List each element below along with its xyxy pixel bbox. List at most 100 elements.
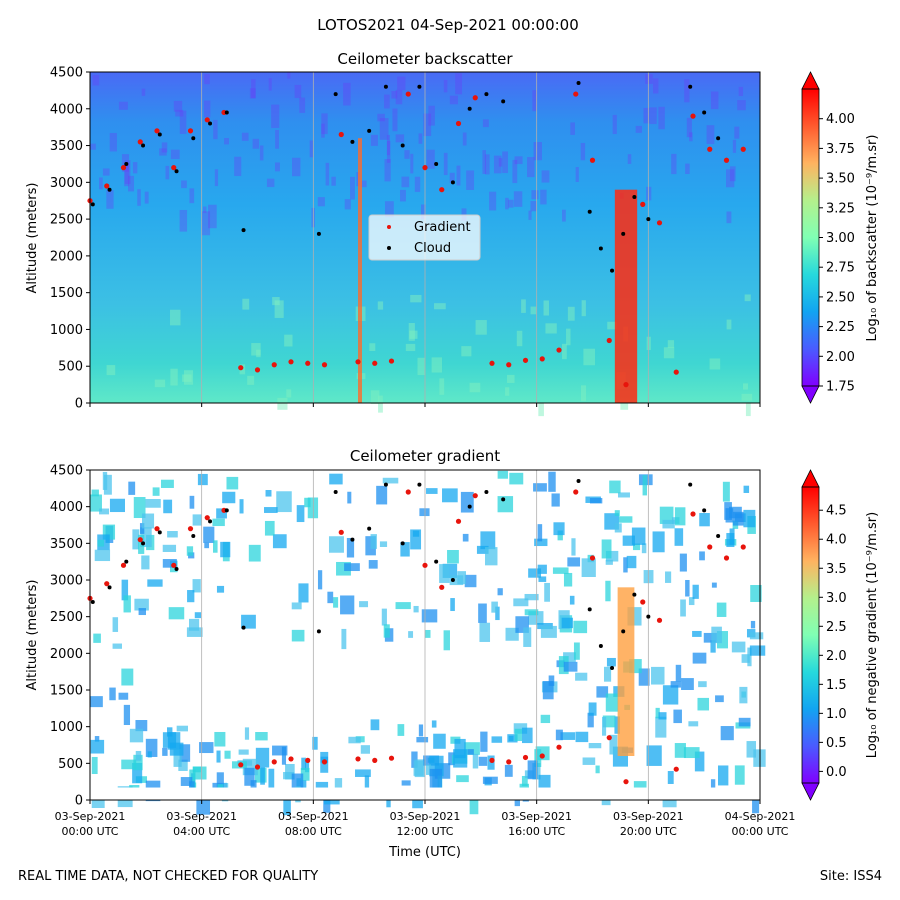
gradient-texture-cell <box>715 695 724 703</box>
gradient-texture-cell <box>548 675 555 686</box>
cloud-point <box>576 479 581 483</box>
backscatter-texture-cell <box>309 140 314 158</box>
gradient-texture-cell <box>317 570 323 590</box>
gradient-point <box>673 369 679 375</box>
gradient-point <box>690 511 696 517</box>
gradient-point <box>707 146 713 152</box>
y-tick-label: 1500 <box>50 684 83 699</box>
backscatter-texture-cell <box>291 157 301 177</box>
gradient-texture-cell <box>694 751 705 772</box>
gradient-texture-cell <box>216 772 224 789</box>
gradient-texture-cell <box>134 598 149 611</box>
backscatter-texture-cell <box>671 153 677 175</box>
gradient-point <box>137 537 143 543</box>
backscatter-texture-cell <box>102 168 110 176</box>
backscatter-texture-cell <box>109 132 117 152</box>
backscatter-texture-cell <box>530 201 537 212</box>
gradient-texture-cell <box>631 527 646 545</box>
colorbar1-extend-bottom <box>801 385 820 404</box>
gradient-texture-cell <box>212 518 225 527</box>
gradient-texture-cell <box>301 757 306 770</box>
gradient-texture-cell <box>189 618 200 631</box>
panel2-title: Ceilometer gradient <box>350 447 500 465</box>
colorbar2-ticks: 0.0 0.5 1.0 1.5 2.0 2.5 3.0 3.5 4.0 4.5 <box>819 504 847 780</box>
panel1-gradient-points <box>87 91 746 388</box>
x-tick-label-time: 04:00 UTC <box>173 825 230 838</box>
gradient-texture-cell <box>667 771 674 784</box>
gradient-texture-cell <box>741 654 750 663</box>
gradient-texture-cell <box>469 793 479 815</box>
colorbar2-label: Log₁₀ of negative gradient (10⁻⁹/m.sr) <box>865 512 880 758</box>
y-tick-label: 4500 <box>50 464 83 479</box>
gradient-texture-cell <box>168 607 185 620</box>
colorbar-tick-label: 2.75 <box>826 261 855 276</box>
cloud-point <box>124 559 129 564</box>
cloud-point <box>702 110 707 115</box>
gradient-texture-cell <box>176 725 188 732</box>
gradient-texture-cell <box>514 728 523 742</box>
panel1-legend: Gradient Cloud <box>368 214 481 261</box>
gradient-point <box>556 347 562 353</box>
gradient-texture-cell <box>222 491 236 504</box>
gradient-texture-cell <box>291 602 302 610</box>
colorbar-tick-label: 1.5 <box>826 678 847 693</box>
panel2-ylabel: Altitude (meters) <box>25 580 40 691</box>
y-tick-label: 4000 <box>50 102 83 117</box>
cloud-point <box>107 187 112 192</box>
gradient-texture-cell <box>360 745 370 754</box>
gradient-texture-cell <box>528 568 542 578</box>
gradient-texture-cell <box>186 546 194 556</box>
backscatter-texture-cell <box>189 188 195 204</box>
gradient-point <box>606 735 612 741</box>
cloud-point <box>333 92 338 97</box>
gradient-texture-cell <box>692 630 702 637</box>
gradient-texture-cell <box>359 601 369 608</box>
gradient-texture-cell <box>739 686 748 704</box>
panel2-x-axis: 03-Sep-2021 00:00 UTC 03-Sep-2021 04:00 UTC… <box>55 800 795 838</box>
backscatter-texture-cell <box>377 113 385 122</box>
backscatter-texture-cell <box>643 107 650 124</box>
gradient-texture-cell <box>281 746 287 765</box>
cloud-point <box>587 209 592 214</box>
gradient-texture-cell <box>439 564 450 583</box>
gradient-texture-cell <box>216 750 221 763</box>
backscatter-texture-cell <box>431 357 443 373</box>
gradient-texture-cell <box>551 493 560 507</box>
backscatter-texture-cell <box>274 162 280 172</box>
backscatter-texture-cell <box>154 379 166 388</box>
y-tick-label: 2000 <box>50 647 83 662</box>
gradient-texture-cell <box>497 588 503 596</box>
backscatter-texture-cell <box>532 90 537 112</box>
gradient-point <box>120 165 127 171</box>
cloud-point <box>434 161 439 166</box>
gradient-texture-cell <box>442 488 458 503</box>
backscatter-texture-cell <box>344 199 351 210</box>
panel1-grid <box>201 72 649 403</box>
gradient-texture-cell <box>132 762 143 784</box>
backscatter-texture-cell <box>443 79 448 93</box>
colorbar-tick-label: 0.0 <box>826 765 847 780</box>
gradient-texture-cell <box>491 736 503 743</box>
backscatter-texture-cell <box>663 347 675 359</box>
backscatter-texture-cell <box>541 170 550 183</box>
gradient-texture-cell <box>214 731 226 747</box>
panel1-x-axis <box>89 403 761 407</box>
gradient-texture-cell <box>264 520 275 536</box>
panel1-cloud-points <box>90 81 721 273</box>
backscatter-texture-cell <box>508 199 514 208</box>
gradient-texture-cell <box>141 513 155 529</box>
gradient-point <box>522 357 529 363</box>
gradient-texture-cell <box>717 765 729 786</box>
gradient-texture-cell <box>315 781 329 791</box>
backscatter-texture-cell <box>165 165 170 180</box>
gradient-texture-cell <box>711 582 717 588</box>
cloud-point <box>434 559 439 564</box>
backscatter-texture-cell <box>392 108 398 132</box>
x-tick-label-time: 20:00 UTC <box>620 825 677 838</box>
backscatter-texture-cell <box>350 176 355 200</box>
cloud-point <box>316 629 321 634</box>
gradient-texture-cell <box>213 540 218 553</box>
backscatter-texture-cell <box>386 140 391 163</box>
gradient-texture-cell <box>638 668 650 686</box>
gradient-texture-cell <box>750 620 756 629</box>
